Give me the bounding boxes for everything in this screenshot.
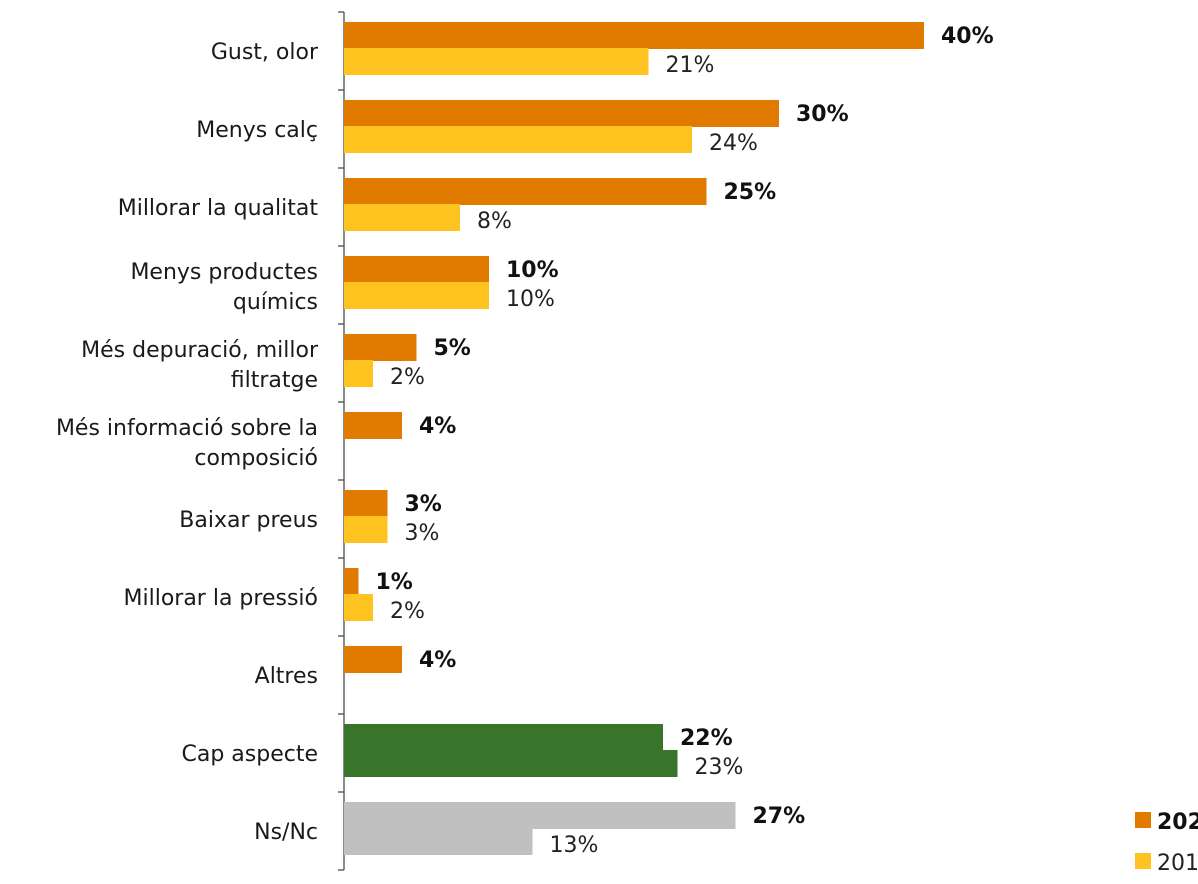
bar-2021 — [344, 724, 663, 751]
value-label-2016: 13% — [550, 833, 599, 858]
legend-label-2021: 2021 — [1157, 810, 1198, 835]
bar-2016 — [344, 126, 692, 153]
category-label: Millorar la qualitat — [118, 196, 319, 221]
bar-2021 — [344, 22, 924, 49]
bar-2021 — [344, 802, 736, 829]
bar-2021 — [344, 490, 388, 517]
bar-2016 — [344, 48, 649, 75]
value-label-2016: 10% — [506, 287, 555, 312]
value-label-2016: 23% — [695, 755, 744, 780]
legend-label-2016: 2016 — [1157, 851, 1198, 876]
category-label-line: químics — [233, 290, 318, 315]
bar-2021 — [344, 646, 402, 673]
value-label-2016: 2% — [390, 365, 425, 390]
value-label-2021: 10% — [506, 258, 559, 283]
value-label-2021: 27% — [753, 804, 806, 829]
category-label: Cap aspecte — [181, 742, 318, 767]
category-label-line: Més informació sobre la — [56, 416, 318, 441]
legend-swatch-2016 — [1135, 853, 1151, 869]
bar-2016 — [344, 360, 373, 387]
category-label: Més depuració, millor filtratge — [81, 338, 319, 393]
value-label-2021: 40% — [941, 24, 994, 49]
bar-2021 — [344, 100, 779, 127]
bar-2016 — [344, 828, 533, 855]
value-label-2021: 5% — [434, 336, 471, 361]
bar-2016 — [344, 282, 489, 309]
bar-2016 — [344, 750, 678, 777]
category-label: Baixar preus — [179, 508, 318, 533]
category-label: Menys productes químics — [130, 260, 318, 315]
y-axis — [338, 11, 345, 871]
bar-2021 — [344, 256, 489, 283]
legend-swatch-2021 — [1135, 812, 1151, 828]
value-label-2016: 8% — [477, 209, 512, 234]
bar-2021 — [344, 412, 402, 439]
value-label-2021: 30% — [796, 102, 849, 127]
value-label-2021: 4% — [419, 414, 456, 439]
category-label: Gust, olor — [211, 40, 319, 65]
bar-2016 — [344, 594, 373, 621]
bar-2016 — [344, 516, 388, 543]
category-label: Més informació sobre la composició — [56, 416, 318, 471]
category-label-line: composició — [194, 446, 318, 471]
bar-2021 — [344, 334, 417, 361]
bar-2021 — [344, 568, 359, 595]
category-label-line: filtratge — [231, 368, 318, 393]
legend: 2021 2016 — [1135, 810, 1198, 876]
value-label-2021: 22% — [680, 726, 733, 751]
value-label-2016: 2% — [390, 599, 425, 624]
value-label-2016: 21% — [666, 53, 715, 78]
value-label-2016: 24% — [709, 131, 758, 156]
category-label: Millorar la pressió — [124, 586, 319, 611]
category-label-line: Més depuració, millor — [81, 338, 319, 363]
value-label-2021: 3% — [405, 492, 442, 517]
category-label-line: Menys productes — [130, 260, 318, 285]
category-label: Ns/Nc — [254, 820, 318, 845]
bar-2016 — [344, 204, 460, 231]
value-label-2021: 1% — [376, 570, 413, 595]
category-labels: Gust, olor Menys calç Millorar la qualitat… — [56, 40, 319, 845]
bars — [344, 22, 924, 855]
value-label-2016: 3% — [405, 521, 440, 546]
value-labels: 40% 21% 30% 24% 25% 8% 10% 10% 5% 2% 4% 3% 3% 1% 2% 4% 2… — [376, 24, 994, 858]
value-label-2021: 4% — [419, 648, 456, 673]
category-label: Menys calç — [196, 118, 318, 143]
value-label-2021: 25% — [724, 180, 777, 205]
category-label: Altres — [255, 664, 318, 689]
bar-2021 — [344, 178, 707, 205]
